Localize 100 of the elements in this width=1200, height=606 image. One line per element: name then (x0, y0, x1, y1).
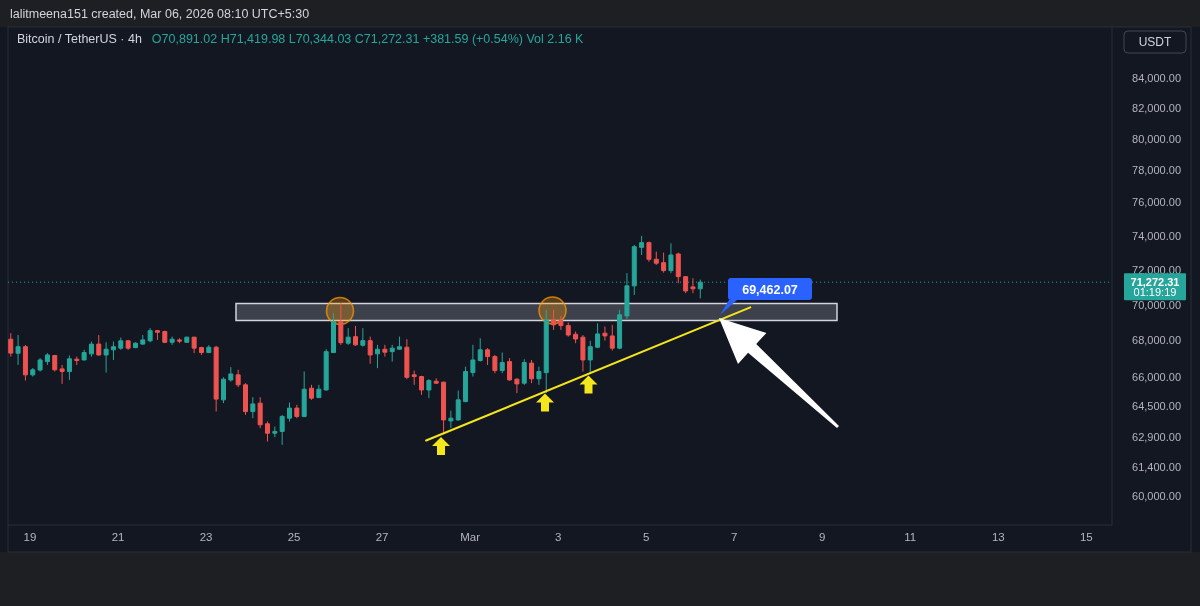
candlestick (338, 302, 344, 346)
candlestick (463, 366, 469, 403)
candlestick (499, 352, 505, 374)
candlestick (485, 347, 491, 366)
candlestick (345, 327, 351, 346)
candlestick (250, 396, 256, 419)
y-tick-label: 66,000.00 (1132, 371, 1181, 384)
candlestick (22, 344, 28, 381)
candlestick (389, 344, 395, 363)
y-tick-label: 72,000.00 (1132, 263, 1181, 276)
candlestick (595, 322, 601, 349)
candlestick (565, 322, 571, 338)
candlestick (492, 354, 498, 374)
candlestick (316, 384, 322, 399)
y-tick-label: 61,400.00 (1132, 461, 1181, 474)
candlestick (147, 327, 153, 343)
candlestick (441, 381, 447, 435)
candlestick (455, 390, 461, 422)
candlestick (191, 336, 197, 354)
x-tick-label: 9 (819, 531, 826, 543)
candlestick (162, 330, 168, 344)
candlestick (661, 252, 667, 274)
candlestick (176, 337, 182, 344)
candlestick (573, 331, 579, 344)
candlestick (206, 344, 212, 354)
y-tick-label: 78,000.00 (1132, 164, 1181, 177)
candlestick (294, 404, 300, 419)
y-tick-label: 76,000.00 (1132, 196, 1181, 209)
y-tick-label: 68,000.00 (1132, 334, 1181, 347)
candlestick (411, 370, 417, 386)
candlestick (631, 244, 637, 296)
candlestick (360, 327, 366, 348)
candlestick (242, 382, 248, 416)
candlestick (125, 339, 131, 351)
x-tick-label: 3 (554, 531, 562, 543)
candlestick (287, 402, 292, 422)
candlestick (96, 334, 102, 357)
candlestick (477, 337, 483, 363)
candlestick (521, 358, 527, 386)
candlestick (213, 345, 219, 413)
candlestick (646, 241, 652, 263)
candlestick (15, 334, 21, 366)
x-tick-label: 15 (1079, 531, 1093, 543)
candlestick (30, 367, 36, 378)
candlestick (514, 377, 520, 394)
candlestick (653, 251, 659, 266)
candlestick (602, 325, 608, 342)
candlestick (103, 341, 109, 374)
candlestick (404, 338, 410, 380)
candlestick (536, 366, 542, 386)
candlestick (257, 396, 263, 429)
candlestick (309, 384, 315, 401)
candlestick (279, 414, 285, 446)
candlestick (375, 344, 381, 369)
candlestick (59, 364, 65, 385)
x-tick-label: 5 (642, 531, 650, 543)
x-tick-label: 25 (287, 531, 301, 543)
candlestick (675, 252, 681, 284)
candlestick (44, 352, 50, 366)
y-tick-label: 80,000.00 (1132, 132, 1181, 145)
candlestick (367, 336, 373, 365)
candlestick (81, 349, 87, 362)
ref-line-label: 71,272.31 (1130, 275, 1180, 288)
candlestick (8, 332, 14, 358)
candlestick (426, 378, 432, 399)
y-tick-label: 74,000.00 (1132, 229, 1181, 242)
candlestick (74, 356, 80, 366)
candlestick (470, 344, 476, 378)
annotation: 69,462.07 (742, 282, 798, 297)
candlestick (507, 357, 513, 381)
y-tick-label: 70,000.00 (1132, 298, 1181, 311)
candlestick (272, 426, 278, 438)
y-tick-label: 62,900.00 (1132, 431, 1181, 444)
candlestick (683, 275, 689, 294)
candlestick (543, 309, 549, 394)
x-tick-label: 23 (199, 531, 213, 543)
candlestick (140, 334, 146, 346)
candlestick (551, 309, 557, 331)
candlestick (52, 354, 58, 372)
candlestick (419, 375, 425, 396)
candlestick (323, 348, 329, 392)
x-tick-label: Mar (460, 531, 481, 543)
text: lalitmeena151 created, Mar 06, 2026 08:10 UTC+5:30 (10, 7, 310, 21)
x-tick-label: 11 (904, 531, 917, 543)
candlestick (668, 242, 674, 274)
candlestick (301, 370, 307, 418)
candlestick (88, 341, 94, 358)
y-tick-label: 64,500.00 (1132, 400, 1181, 413)
candlestick (587, 340, 593, 375)
y-tick-label: 60,000.00 (1132, 489, 1181, 502)
x-tick-label: 13 (991, 531, 1005, 543)
candlestick (110, 341, 116, 361)
candlestick (118, 337, 124, 351)
x-tick-label: 21 (111, 531, 125, 543)
y-tick-label: 84,000.00 (1132, 72, 1181, 85)
chart-title: Bitcoin / TetherUS · 4h (17, 32, 142, 46)
candlestick (154, 329, 160, 341)
candlestick (66, 355, 72, 381)
candlestick (265, 420, 270, 443)
text: 01:19:19 (1133, 286, 1177, 299)
